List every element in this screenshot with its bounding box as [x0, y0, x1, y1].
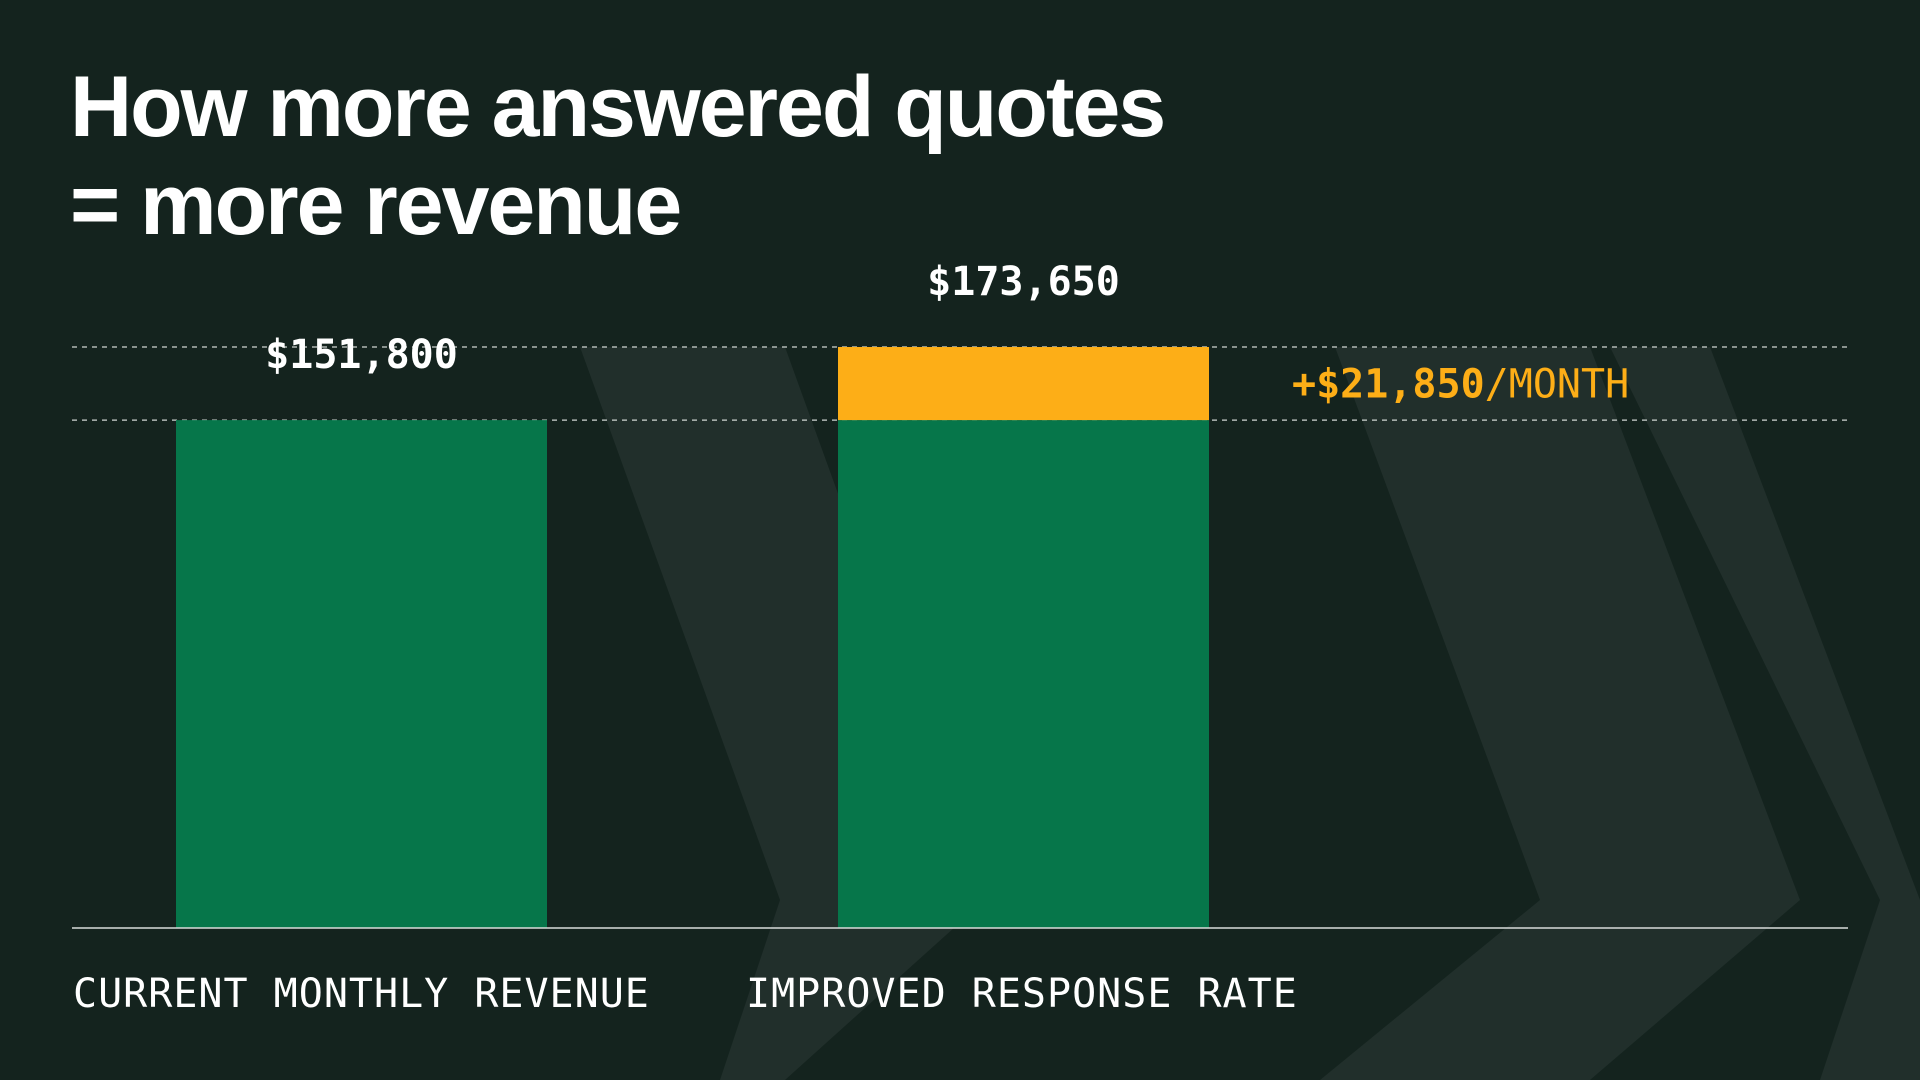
- gridlines: [72, 346, 1848, 421]
- base-bar-current: [176, 420, 547, 928]
- bars: [176, 347, 1209, 928]
- title-line-1: How more answered quotes: [70, 59, 1166, 155]
- base-bar-improved: [838, 420, 1209, 928]
- increase-bar-improved: [838, 347, 1209, 421]
- title-line-2: = more revenue: [70, 157, 682, 253]
- chevron-shape: [1320, 347, 1800, 1080]
- page-title: How more answered quotes = more revenue: [70, 58, 1166, 254]
- value-label-improved: $173,650: [927, 259, 1120, 305]
- category-label-improved: IMPROVED RESPONSE RATE: [746, 971, 1298, 1017]
- increase-unit: /MONTH: [1485, 362, 1630, 408]
- value-label-current: $151,800: [265, 332, 458, 378]
- increase-annotation: +$21,850/MONTH: [1292, 362, 1629, 408]
- chevron-shape: [1610, 347, 1920, 1080]
- category-label-current: CURRENT MONTHLY REVENUE: [73, 971, 650, 1017]
- increase-amount: +$21,850: [1292, 362, 1485, 408]
